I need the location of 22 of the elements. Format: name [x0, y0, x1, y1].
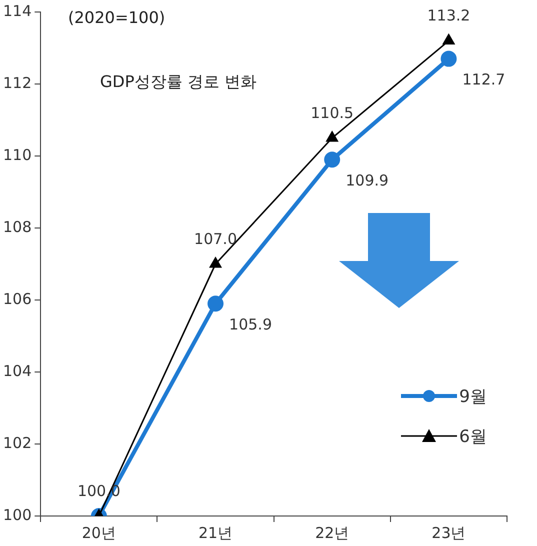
y-tick-label: 100 [2, 506, 32, 524]
data-label: 112.7 [462, 70, 506, 89]
x-tick-label: 22년 [315, 524, 350, 542]
x-tick-label: 20년 [82, 524, 116, 542]
data-label: 107.0 [194, 230, 237, 248]
y-tick-label: 110 [2, 146, 32, 164]
data-label: 109.9 [346, 171, 389, 190]
y-tick-label: 104 [2, 362, 32, 380]
x-tick-label: 21년 [198, 524, 233, 542]
y-tick-label: 108 [2, 218, 32, 236]
y-tick-label: 114 [2, 2, 32, 20]
data-label: 113.2 [427, 6, 470, 25]
x-tick-label: 23년 [432, 524, 466, 542]
annotation: (2020=100) [68, 8, 166, 27]
legend-label: 6월 [459, 426, 487, 448]
y-tick-label: 106 [2, 290, 32, 308]
data-label: 110.5 [310, 104, 354, 122]
legend-label: 9월 [459, 386, 487, 408]
annotation: GDP성장률 경로 변화 [100, 72, 257, 93]
y-tick-label: 102 [2, 434, 32, 452]
y-tick-label: 112 [2, 74, 32, 92]
data-label: 105.9 [229, 315, 272, 334]
